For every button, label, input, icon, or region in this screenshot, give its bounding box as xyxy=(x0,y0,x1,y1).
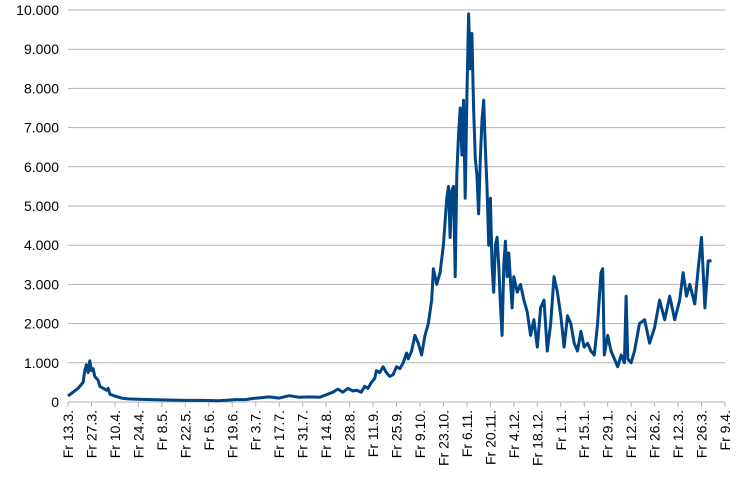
x-tick-label: Fr 14.8. xyxy=(318,410,334,458)
y-tick-label: 3.000 xyxy=(24,276,59,292)
x-tick-label: Fr 18.12. xyxy=(529,410,545,466)
x-tick-label: Fr 9.4. xyxy=(717,410,733,450)
x-tick-label: Fr 19.6. xyxy=(224,410,240,458)
y-tick-label: 7.000 xyxy=(24,120,59,136)
x-tick-label: Fr 1.1. xyxy=(553,410,569,450)
x-tick-label: Fr 31.7. xyxy=(295,410,311,458)
x-tick-label: Fr 12.2. xyxy=(623,410,639,458)
x-tick-label: Fr 28.8. xyxy=(342,410,358,458)
x-tick-label: Fr 3.7. xyxy=(248,410,264,450)
y-tick-label: 1.000 xyxy=(24,355,59,371)
x-tick-label: Fr 17.7. xyxy=(271,410,287,458)
x-tick-label: Fr 26.3. xyxy=(694,410,710,458)
y-tick-label: 2.000 xyxy=(24,316,59,332)
x-tick-label: Fr 9.10. xyxy=(412,410,428,458)
x-tick-label: Fr 26.2. xyxy=(647,410,663,458)
x-tick-label: Fr 24.4. xyxy=(130,410,146,458)
x-tick-label: Fr 10.4. xyxy=(107,410,123,458)
x-tick-label: Fr 12.3. xyxy=(670,410,686,458)
data-line xyxy=(67,12,712,403)
x-tick-label: Fr 11.9. xyxy=(365,410,381,457)
y-tick-label: 5.000 xyxy=(24,198,59,214)
x-tick-label: Fr 20.11. xyxy=(482,410,498,465)
x-tick-label: Fr 13.3. xyxy=(60,410,76,458)
x-tick-label: Fr 4.12. xyxy=(506,410,522,458)
x-tick-label: Fr 29.1. xyxy=(600,410,616,458)
x-tick-label: Fr 22.5. xyxy=(177,410,193,458)
y-tick-label: 0 xyxy=(51,394,59,410)
y-tick-label: 4.000 xyxy=(24,237,59,253)
y-tick-label: 8.000 xyxy=(24,80,59,96)
y-tick-label: 10.000 xyxy=(16,2,59,18)
x-tick-label: Fr 25.9. xyxy=(389,410,405,458)
x-tick-label: Fr 27.3. xyxy=(83,410,99,458)
y-tick-label: 6.000 xyxy=(24,159,59,175)
x-tick-label: Fr 15.1. xyxy=(576,410,592,458)
x-tick-label: Fr 5.6. xyxy=(201,410,217,450)
x-tick-label: Fr 8.5. xyxy=(154,410,170,450)
y-tick-label: 9.000 xyxy=(24,41,59,57)
x-tick-label: Fr 23.10. xyxy=(435,410,451,466)
x-tick-label: Fr 6.11. xyxy=(459,410,475,457)
